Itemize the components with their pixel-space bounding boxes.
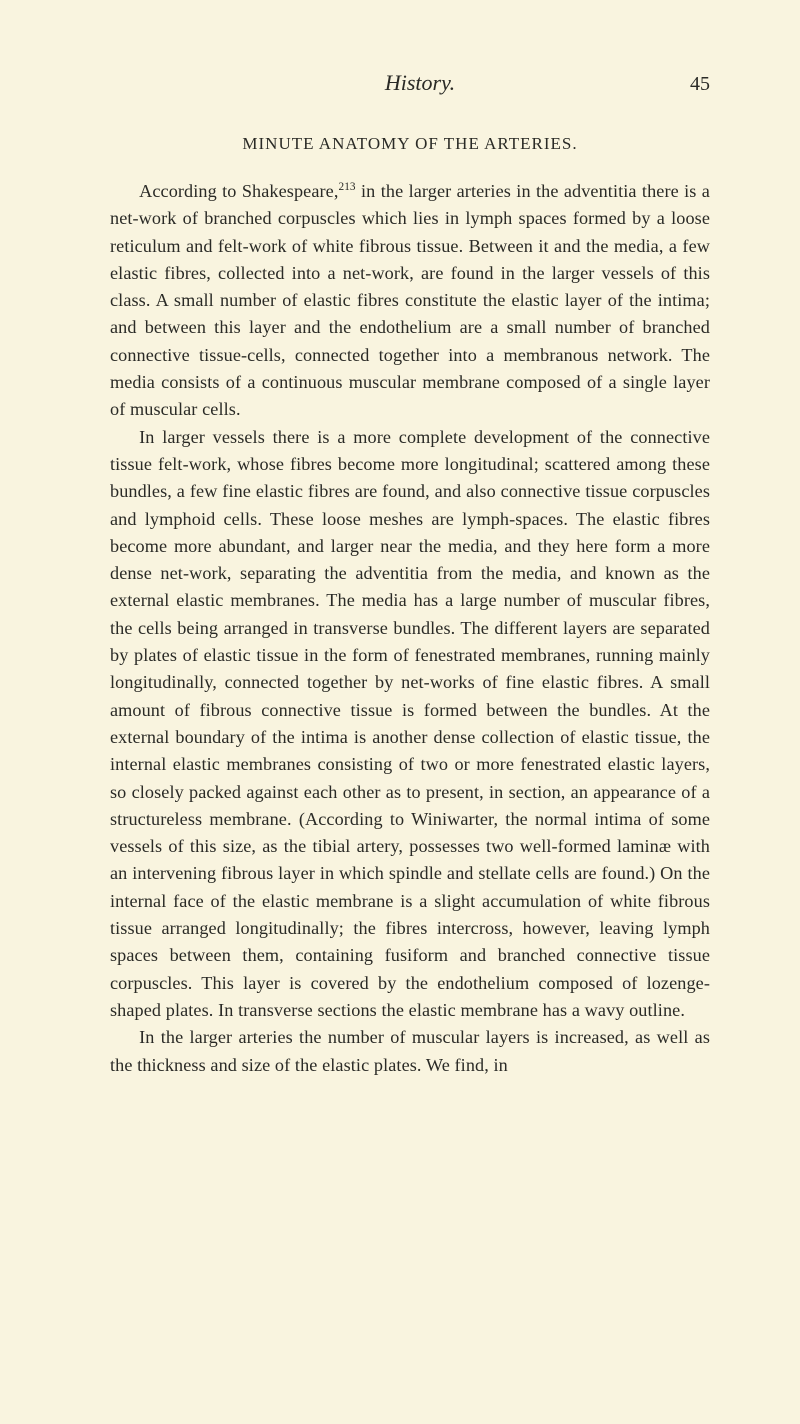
paragraph-2: In larger vessels there is a more comple… <box>110 424 710 1025</box>
footnote-ref: 213 <box>338 181 355 193</box>
para1-part2: in the larger arteries in the adventitia… <box>110 181 710 419</box>
page-number: 45 <box>660 73 710 96</box>
running-head: History. 45 <box>110 70 710 96</box>
paragraph-1: According to Shakespeare,213 in the larg… <box>110 178 710 424</box>
running-head-title: History. <box>180 70 660 96</box>
section-heading: MINUTE ANATOMY OF THE ARTERIES. <box>110 134 710 154</box>
para1-part1: According to Shakespeare, <box>139 181 338 201</box>
paragraph-3: In the larger arteries the number of mus… <box>110 1024 710 1079</box>
body-text: According to Shakespeare,213 in the larg… <box>110 178 710 1079</box>
page: History. 45 MINUTE ANATOMY OF THE ARTERI… <box>0 0 800 1424</box>
